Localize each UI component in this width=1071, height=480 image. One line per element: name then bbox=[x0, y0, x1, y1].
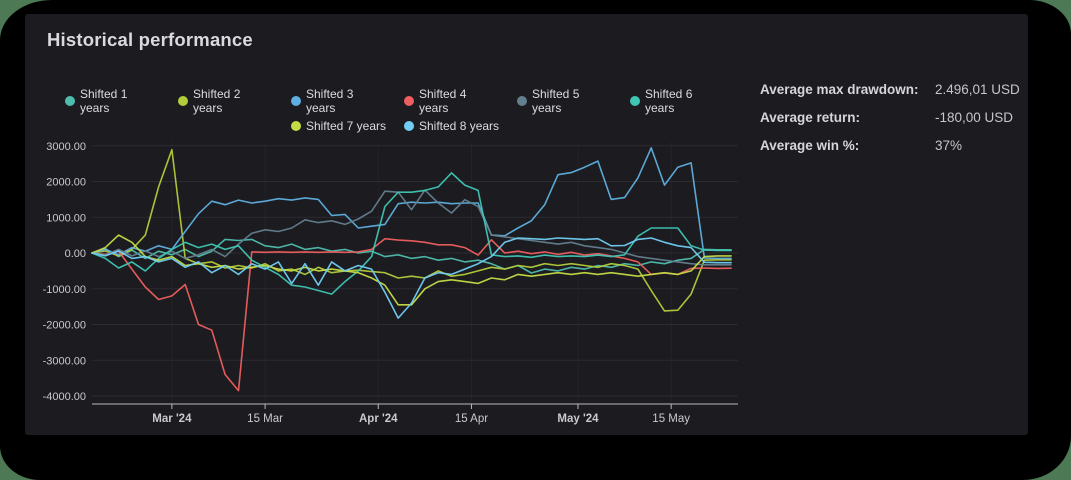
legend-dot-icon bbox=[404, 121, 414, 131]
x-axis-tick-label: 15 Apr bbox=[455, 413, 488, 425]
x-axis-tick-label: 15 Mar bbox=[247, 413, 283, 425]
legend-item-shifted-7-years[interactable]: Shifted 7 years bbox=[290, 119, 386, 133]
stat-value: -180,00 USD bbox=[935, 110, 1014, 125]
legend-item-shifted-8-years[interactable]: Shifted 8 years bbox=[404, 119, 499, 133]
legend-dot-icon bbox=[178, 96, 188, 106]
stat-label: Average max drawdown: bbox=[760, 82, 919, 97]
series-line-shifted-3-years[interactable] bbox=[91, 147, 732, 260]
y-axis-tick-label: -4000.00 bbox=[43, 391, 86, 403]
y-axis-tick-label: 3000.00 bbox=[46, 141, 86, 153]
y-axis-tick-label: -2000.00 bbox=[43, 320, 86, 332]
y-axis-tick-label: -3000.00 bbox=[43, 355, 86, 367]
stat-row: Average max drawdown: 2.496,01 USD bbox=[760, 78, 1020, 106]
series-line-shifted-6-years[interactable] bbox=[91, 172, 732, 295]
legend-label: Shifted 4 years bbox=[419, 87, 467, 115]
legend-item-shifted-3-years[interactable]: Shifted 3 years bbox=[291, 87, 386, 115]
legend-item-shifted-2-years[interactable]: Shifted 2 years bbox=[178, 87, 273, 115]
x-axis-tick-label: May '24 bbox=[557, 413, 599, 425]
y-axis-tick-label: 1000.00 bbox=[46, 212, 86, 224]
stat-label: Average win %: bbox=[760, 138, 860, 153]
stat-value: 37% bbox=[935, 138, 963, 153]
chart-legend: Shifted 1 years Shifted 2 years Shifted 3 … bbox=[65, 87, 725, 133]
y-axis-tick-label: -1000.00 bbox=[43, 284, 86, 296]
legend-label: Shifted 8 years bbox=[419, 119, 500, 133]
stat-value: 2.496,01 USD bbox=[935, 82, 1020, 97]
legend-label: Shifted 5 years bbox=[532, 87, 580, 115]
series-line-shifted-4-years[interactable] bbox=[91, 237, 732, 392]
series-line-shifted-1-years[interactable] bbox=[91, 238, 732, 274]
legend-item-shifted-5-years[interactable]: Shifted 5 years bbox=[517, 87, 612, 115]
legend-label: Shifted 1 years bbox=[80, 87, 128, 115]
legend-label: Shifted 6 years bbox=[645, 87, 693, 115]
legend-dot-icon bbox=[65, 96, 75, 106]
y-axis-tick-label: 0.00 bbox=[65, 248, 86, 260]
x-axis-tick-label: Apr '24 bbox=[359, 413, 398, 425]
legend-label: Shifted 2 years bbox=[193, 87, 241, 115]
series-line-shifted-2-years[interactable] bbox=[91, 148, 732, 312]
performance-chart[interactable]: 3000.00 2000.00 1000.00 0.00 -1000.00 -2000.0… bbox=[40, 132, 740, 434]
stat-row: Average return: -180,00 USD bbox=[760, 106, 1020, 134]
legend-row: Shifted 7 years Shifted 8 years bbox=[290, 119, 499, 133]
series-line-shifted-8-years[interactable] bbox=[91, 237, 732, 319]
y-axis-tick-label: 2000.00 bbox=[46, 177, 86, 189]
legend-row: Shifted 1 years Shifted 2 years Shifted 3 … bbox=[65, 87, 725, 115]
legend-item-shifted-6-years[interactable]: Shifted 6 years bbox=[630, 87, 725, 115]
legend-dot-icon bbox=[517, 96, 527, 106]
summary-stats: Average max drawdown: 2.496,01 USD Average… bbox=[760, 78, 1020, 162]
stat-label: Average return: bbox=[760, 110, 861, 125]
stat-row: Average win %: 37% bbox=[760, 134, 1020, 162]
legend-label: Shifted 7 years bbox=[305, 119, 386, 133]
page-title: Historical performance bbox=[47, 29, 253, 50]
legend-dot-icon bbox=[291, 96, 301, 106]
legend-item-shifted-4-years[interactable]: Shifted 4 years bbox=[404, 87, 499, 115]
series-line-shifted-7-years[interactable] bbox=[91, 234, 732, 306]
legend-dot-icon bbox=[290, 121, 301, 131]
legend-dot-icon bbox=[404, 96, 414, 106]
x-axis-tick-label: 15 May bbox=[652, 413, 690, 425]
legend-dot-icon bbox=[630, 96, 640, 106]
x-axis-tick-label: Mar '24 bbox=[152, 413, 192, 425]
series-line-shifted-5-years[interactable] bbox=[91, 189, 732, 266]
historical-performance-panel: Historical performance Shifted 1 years Sh… bbox=[25, 14, 1028, 435]
legend-label: Shifted 3 years bbox=[306, 87, 354, 115]
legend-item-shifted-1-years[interactable]: Shifted 1 years bbox=[65, 87, 160, 115]
